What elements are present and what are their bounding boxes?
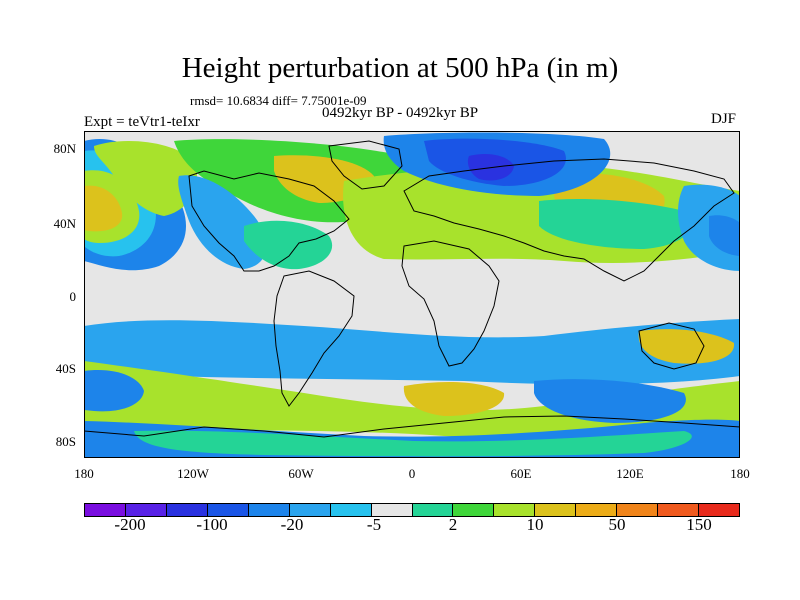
colorbar-swatch (371, 504, 413, 516)
stats-label: rmsd= 10.6834 diff= 7.75001e-09 (190, 93, 367, 108)
colorbar-swatch (125, 504, 167, 516)
colorbar-label: 2 (448, 515, 458, 534)
colorbar-swatch (330, 504, 372, 516)
coast-antarctica (84, 415, 740, 438)
colorbar-label: -100 (196, 515, 228, 534)
field-westpac-green (94, 141, 198, 216)
field-south-blue-band (84, 319, 740, 385)
colorbar-swatch (494, 504, 536, 516)
period-label: 0492kyr BP - 0492kyr BP (322, 105, 479, 121)
field-south-blue-a (84, 370, 144, 412)
lon-tick-180w: 180 (74, 466, 94, 481)
colorbar-swatch (412, 504, 454, 516)
colorbar-label: -20 (280, 515, 304, 534)
colorbar-swatch (617, 504, 659, 516)
colorbar (84, 503, 740, 517)
colorbar-label: -5 (366, 515, 382, 534)
lon-tick-180e: 180 (730, 466, 750, 481)
colorbar-swatch (699, 504, 739, 516)
lat-tick-80s: 80S (55, 434, 76, 449)
lon-tick-0: 0 (408, 466, 416, 481)
colorbar-label: -200 (114, 515, 146, 534)
coast-australia (638, 322, 705, 370)
colorbar-swatch (658, 504, 700, 516)
experiment-label: Expt = teVtr1-teIxr (84, 114, 200, 130)
map-plot (84, 131, 740, 458)
lon-tick-120w: 120W (177, 466, 209, 481)
colorbar-swatch (289, 504, 331, 516)
lon-tick-120e: 120E (616, 466, 644, 481)
lat-tick-40s: 40S (55, 361, 76, 376)
colorbar-swatch (453, 504, 495, 516)
colorbar-swatch (207, 504, 249, 516)
field-east-blue-core (709, 215, 740, 256)
field-south-blue-b (534, 379, 686, 423)
field-south-gold-a (403, 381, 505, 416)
coastlines (84, 140, 740, 438)
coast-greenland (328, 140, 403, 190)
coast-north-america (188, 170, 350, 272)
coast-south-america (273, 270, 355, 407)
field-gulf-green (244, 220, 333, 270)
coast-africa (401, 240, 500, 367)
colorbar-label: 10 (526, 515, 544, 534)
field-south-gold-b (638, 329, 735, 364)
figure-title: Height perturbation at 500 hPa (in m) (181, 52, 619, 84)
field-eurasia-teal (539, 199, 692, 249)
field-us-blue (178, 175, 267, 269)
lon-tick-60w: 60W (288, 466, 314, 481)
colorbar-swatch (576, 504, 618, 516)
lat-tick-80n: 80N (53, 141, 76, 156)
field-antarctic-teal (134, 430, 692, 457)
colorbar-swatch (248, 504, 290, 516)
map-svg (84, 131, 740, 458)
coast-eurasia (403, 158, 735, 282)
lat-tick-40n: 40N (53, 216, 76, 231)
season-label: DJF (711, 111, 737, 127)
colorbar-swatch (85, 504, 126, 516)
lon-tick-60e: 60E (510, 466, 532, 481)
colorbar-label: 50 (608, 515, 626, 534)
colorbar-label: 150 (686, 515, 712, 534)
colorbar-swatch (535, 504, 577, 516)
field-npac-gold-core (84, 185, 123, 232)
map-frame (84, 131, 740, 458)
field-south-green-band (84, 361, 740, 441)
lat-tick-0: 0 (69, 289, 77, 304)
colorbar-swatch (166, 504, 208, 516)
